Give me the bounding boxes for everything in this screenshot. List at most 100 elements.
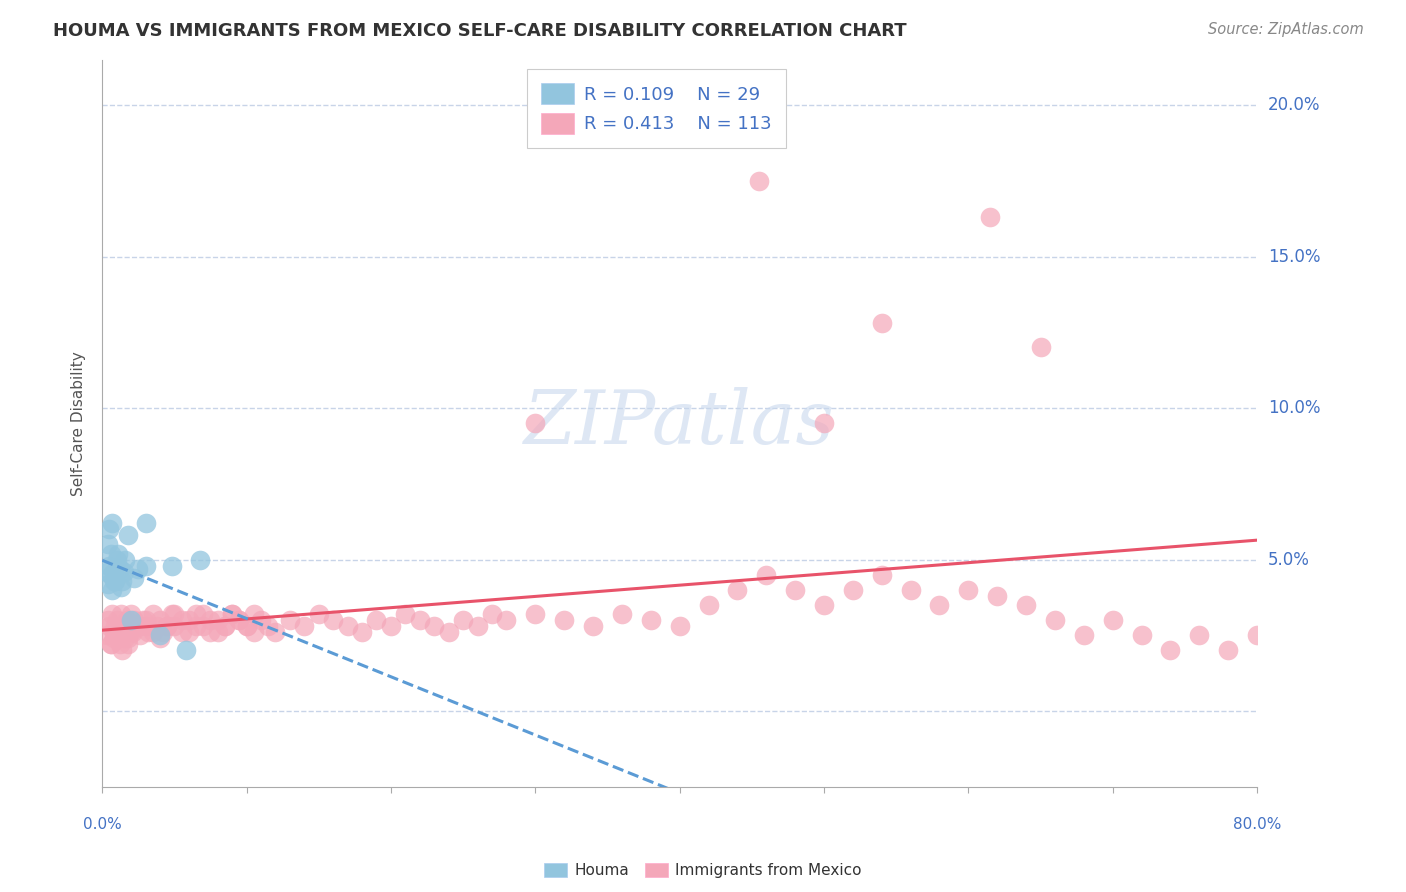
Point: [110, 580, 132, 594]
Point: [122, 613, 145, 627]
Y-axis label: Self-Care Disability: Self-Care Disability: [72, 351, 86, 496]
Point: [100, 547, 122, 561]
Text: ZIPatlas: ZIPatlas: [524, 387, 835, 459]
Point: [128, 628, 150, 642]
Point: [451, 613, 474, 627]
Point: [423, 619, 446, 633]
Point: [986, 589, 1008, 603]
Point: [105, 625, 128, 640]
Point: [1015, 598, 1038, 612]
Point: [200, 625, 222, 640]
Point: [336, 619, 359, 633]
Point: [292, 619, 315, 633]
Point: [394, 607, 416, 621]
Legend: Houma, Immigrants from Mexico: Houma, Immigrants from Mexico: [538, 857, 868, 884]
Point: [117, 637, 139, 651]
Point: [481, 607, 503, 621]
Point: [495, 613, 517, 627]
Point: [100, 637, 122, 651]
Point: [214, 619, 236, 633]
Point: [111, 574, 134, 588]
Point: [1043, 613, 1066, 627]
Point: [842, 582, 865, 597]
Point: [308, 607, 330, 621]
Point: [111, 643, 134, 657]
Point: [214, 619, 236, 633]
Point: [177, 613, 200, 627]
Point: [160, 558, 183, 573]
Point: [103, 574, 125, 588]
Point: [96, 565, 118, 579]
Point: [105, 552, 128, 566]
Point: [1029, 341, 1052, 355]
Point: [278, 613, 301, 627]
Point: [114, 632, 136, 646]
Text: 80.0%: 80.0%: [1233, 817, 1281, 832]
Point: [755, 567, 778, 582]
Point: [120, 613, 142, 627]
Point: [524, 416, 547, 430]
Point: [101, 582, 124, 597]
Point: [177, 625, 200, 640]
Point: [1188, 628, 1211, 642]
Point: [134, 558, 156, 573]
Point: [228, 613, 250, 627]
Point: [257, 619, 280, 633]
Point: [98, 619, 121, 633]
Point: [149, 632, 172, 646]
Point: [104, 574, 127, 588]
Point: [156, 619, 179, 633]
Point: [98, 558, 121, 573]
Point: [112, 619, 135, 633]
Point: [107, 625, 129, 640]
Point: [235, 619, 257, 633]
Point: [170, 625, 193, 640]
Point: [352, 625, 374, 640]
Point: [870, 316, 893, 330]
Point: [101, 516, 124, 531]
Point: [900, 582, 922, 597]
Point: [184, 619, 207, 633]
Point: [1130, 628, 1153, 642]
Point: [107, 547, 129, 561]
Point: [207, 613, 229, 627]
Text: 10.0%: 10.0%: [1268, 399, 1320, 417]
Point: [114, 625, 136, 640]
Point: [100, 567, 122, 582]
Point: [437, 625, 460, 640]
Point: [121, 625, 143, 640]
Point: [97, 537, 120, 551]
Point: [221, 607, 243, 621]
Point: [110, 607, 132, 621]
Point: [228, 613, 250, 627]
Point: [103, 565, 125, 579]
Point: [467, 619, 489, 633]
Legend: R = 0.109    N = 29, R = 0.413    N = 113: R = 0.109 N = 29, R = 0.413 N = 113: [527, 69, 786, 148]
Point: [243, 607, 266, 621]
Point: [264, 625, 287, 640]
Point: [108, 632, 131, 646]
Point: [105, 613, 128, 627]
Point: [131, 613, 153, 627]
Point: [118, 619, 141, 633]
Point: [250, 613, 273, 627]
Point: [1101, 613, 1123, 627]
Point: [149, 628, 172, 642]
Text: 15.0%: 15.0%: [1268, 248, 1320, 266]
Point: [610, 607, 633, 621]
Point: [1246, 628, 1268, 642]
Point: [96, 628, 118, 642]
Point: [813, 598, 835, 612]
Point: [957, 582, 980, 597]
Point: [160, 607, 183, 621]
Text: 20.0%: 20.0%: [1268, 96, 1320, 114]
Point: [115, 613, 138, 627]
Point: [785, 582, 807, 597]
Point: [125, 619, 148, 633]
Point: [928, 598, 950, 612]
Point: [725, 582, 748, 597]
Point: [97, 577, 120, 591]
Point: [1218, 643, 1240, 657]
Point: [184, 607, 207, 621]
Point: [174, 643, 197, 657]
